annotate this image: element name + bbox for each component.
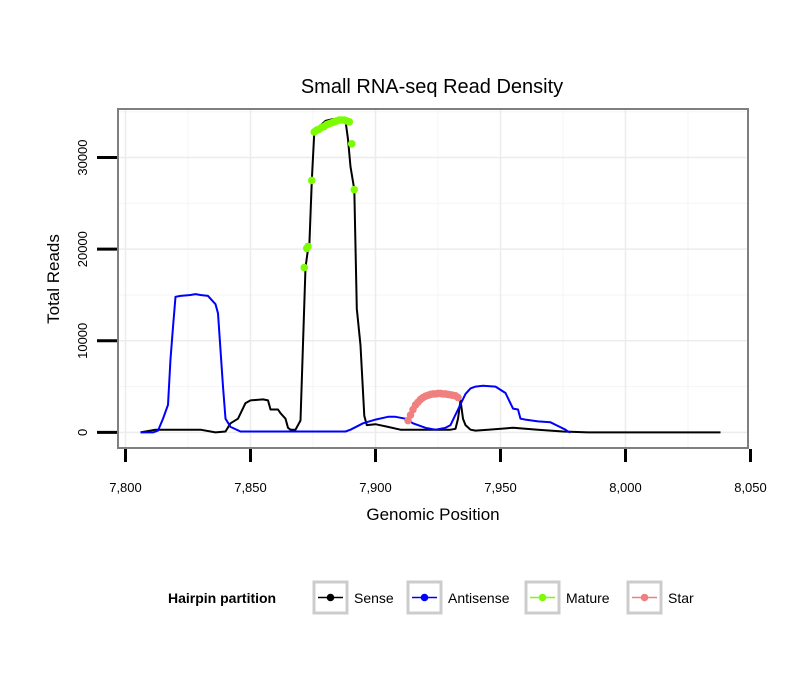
x-tick-label: 7,800 xyxy=(109,480,142,495)
data-point-mature xyxy=(304,242,312,251)
legend-key-point xyxy=(538,593,547,602)
legend-key-point xyxy=(420,593,429,602)
data-point-mature xyxy=(350,185,359,194)
y-tick-label: 30000 xyxy=(75,139,90,175)
chart-title: Small RNA-seq Read Density xyxy=(301,76,563,98)
data-point-mature xyxy=(347,140,356,148)
legend-title: Hairpin partition xyxy=(168,590,276,606)
legend-key-point xyxy=(326,593,335,602)
legend-key-point xyxy=(640,593,649,602)
legend-item-antisense: Antisense xyxy=(406,580,510,615)
legend: Hairpin partition Sense Antisense Mature St… xyxy=(168,580,694,615)
legend-item-sense: Sense xyxy=(312,580,394,615)
x-axis-label: Genomic Position xyxy=(366,505,499,524)
series-line-antisense xyxy=(140,293,571,434)
y-tick-label: 20000 xyxy=(75,231,90,267)
series-points xyxy=(300,116,462,425)
x-tick-label: 7,950 xyxy=(484,480,517,495)
legend-label: Antisense xyxy=(448,590,510,606)
x-axis: 7,800 7,850 7,900 7,950 8,000 8,050 xyxy=(109,449,767,495)
grid xyxy=(118,109,748,448)
legend-item-mature: Mature xyxy=(524,580,610,615)
x-tick-label: 7,900 xyxy=(359,480,392,495)
legend-item-star: Star xyxy=(626,580,694,615)
data-point-mature xyxy=(307,176,316,185)
plot-border xyxy=(117,108,749,449)
x-tick-label: 8,000 xyxy=(609,480,642,495)
y-tick-label: 10000 xyxy=(75,323,90,359)
legend-label: Mature xyxy=(566,590,610,606)
legend-label: Star xyxy=(668,590,694,606)
y-axis: 0 10000 20000 30000 xyxy=(75,139,117,436)
x-tick-label: 7,850 xyxy=(234,480,267,495)
data-point-star xyxy=(454,393,462,402)
data-point-mature xyxy=(300,263,309,272)
legend-label: Sense xyxy=(354,590,394,606)
y-axis-label: Total Reads xyxy=(44,234,63,324)
y-tick-label: 0 xyxy=(75,429,90,436)
x-tick-label: 8,050 xyxy=(734,480,767,495)
data-point-mature xyxy=(345,118,354,126)
